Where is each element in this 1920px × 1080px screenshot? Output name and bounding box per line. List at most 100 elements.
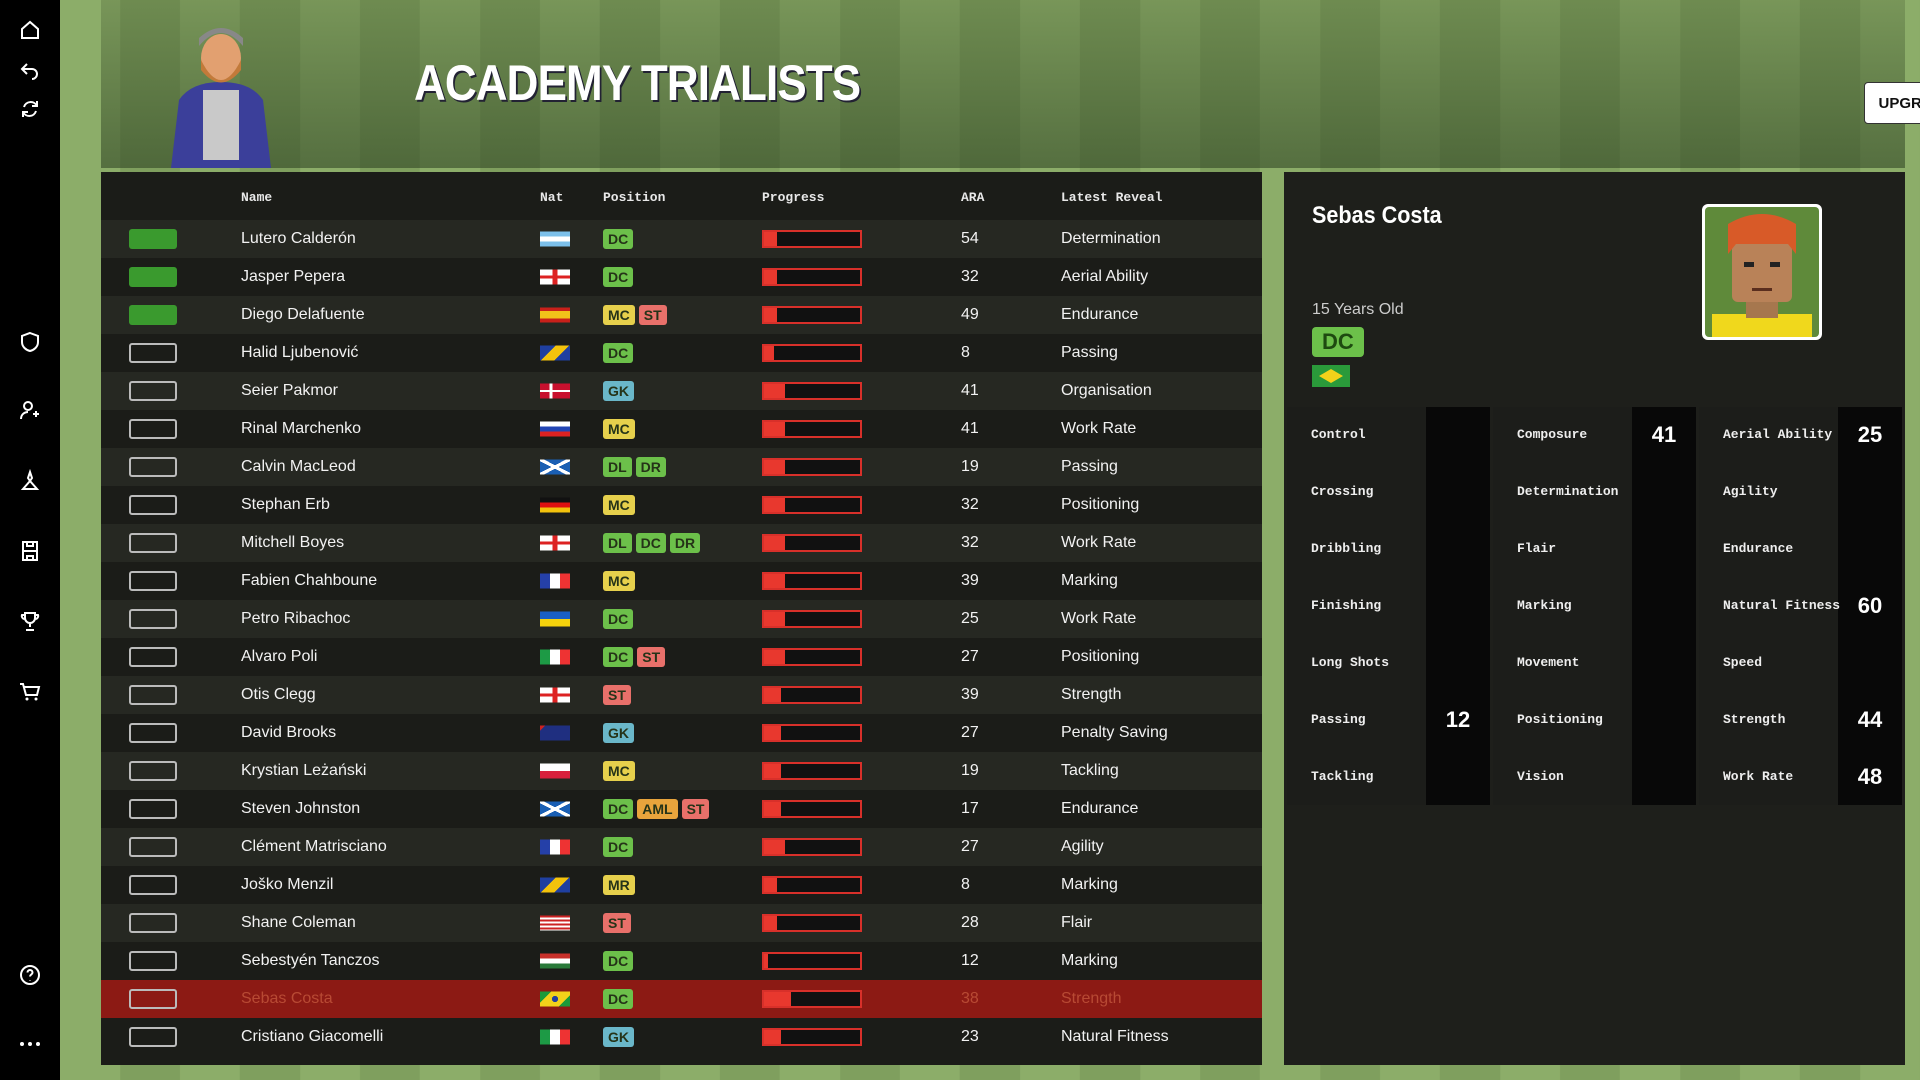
latest-reveal: Positioning [1061,496,1140,513]
ara-value: 8 [961,876,970,893]
academy-slot[interactable] [129,343,177,363]
attribute-label: Flair [1517,541,1557,556]
back-icon[interactable] [18,58,42,82]
ara-value: 39 [961,572,979,589]
academy-slot[interactable] [129,837,177,857]
trialist-row[interactable]: Krystian Leżański MC 19 Tackling [101,752,1262,790]
attribute-label: Finishing [1311,598,1382,613]
progress-bar [762,610,862,628]
club-icon[interactable] [18,330,42,354]
position-badge: DC [603,647,634,667]
graduate-icon[interactable] [129,229,177,249]
progress-bar [762,268,862,286]
attribute-label: Marking [1517,598,1572,613]
academy-slot[interactable] [129,1027,177,1047]
home-icon[interactable] [18,18,42,42]
academy-slot[interactable] [129,609,177,629]
progress-fill [764,232,778,246]
academy-slot[interactable] [129,761,177,781]
attribute-label: Natural Fitness [1723,598,1841,613]
academy-slot[interactable] [129,419,177,439]
trialist-row[interactable]: Clément Matrisciano DC 27 Agility [101,828,1262,866]
progress-bar [762,914,862,932]
help-icon[interactable] [18,963,42,987]
trophy-icon[interactable] [18,609,42,633]
trialist-row[interactable]: Cristiano Giacomelli GK 23 Natural Fitness [101,1018,1262,1056]
shop-icon[interactable] [18,680,42,704]
trialist-row[interactable]: Rinal Marchenko MC 41 Work Rate [101,410,1262,448]
positions: DC [603,951,637,971]
progress-bar [762,344,862,362]
trialist-row[interactable]: Fabien Chahboune MC 39 Marking [101,562,1262,600]
progress-bar [762,306,862,324]
attribute-label: Work Rate [1723,769,1794,784]
ara-value: 32 [961,496,979,513]
trialist-row[interactable]: Jasper Pepera DC 32 Aerial Ability [101,258,1262,296]
flag [540,459,570,475]
trialist-row[interactable]: Steven Johnston DC AML ST 17 Endurance [101,790,1262,828]
trialist-row[interactable]: Otis Clegg ST 39 Strength [101,676,1262,714]
ara-value: 38 [961,990,979,1007]
positions: DC [603,267,637,287]
attribute-label: Positioning [1517,712,1603,727]
trialist-row[interactable]: Shane Coleman ST 28 Flair [101,904,1262,942]
more-icon[interactable] [18,1032,42,1056]
progress-fill [764,688,782,702]
trialist-row[interactable]: Mitchell Boyes DL DC DR 32 Work Rate [101,524,1262,562]
positions: DC [603,229,637,249]
trialist-row[interactable]: Alvaro Poli DC ST 27 Positioning [101,638,1262,676]
position-badge: DL [603,533,632,553]
ara-value: 27 [961,724,979,741]
ara-value: 41 [961,382,979,399]
academy-slot[interactable] [129,381,177,401]
positions: DC [603,989,637,1009]
progress-fill [764,840,786,854]
latest-reveal: Endurance [1061,306,1139,323]
trialist-row[interactable]: Diego Delafuente MC ST 49 Endurance [101,296,1262,334]
progress-fill [764,384,786,398]
academy-slot[interactable] [129,647,177,667]
trialist-row[interactable]: Halid Ljubenović DC 8 Passing [101,334,1262,372]
academy-slot[interactable] [129,457,177,477]
latest-reveal: Penalty Saving [1061,724,1168,741]
progress-bar [762,496,862,514]
graduate-icon[interactable] [129,305,177,325]
trialist-row[interactable]: Sebestyén Tanczos DC 12 Marking [101,942,1262,980]
refresh-icon[interactable] [18,97,42,121]
tactics-icon[interactable] [18,539,42,563]
player-name: Fabien Chahboune [241,572,378,589]
academy-slot[interactable] [129,533,177,553]
academy-slot[interactable] [129,685,177,705]
academy-slot[interactable] [129,989,177,1009]
academy-slot[interactable] [129,913,177,933]
academy-slot[interactable] [129,571,177,591]
ara-value: 12 [961,952,979,969]
trialist-row[interactable]: Joško Menzil MR 8 Marking [101,866,1262,904]
progress-fill [764,270,778,284]
trialist-row[interactable]: Sebas Costa DC 38 Strength [101,980,1262,1018]
attribute-label: Determination [1517,484,1619,499]
graduate-icon[interactable] [129,267,177,287]
trialist-row[interactable]: David Brooks GK 27 Penalty Saving [101,714,1262,752]
academy-slot[interactable] [129,799,177,819]
flag [540,687,570,703]
position-badge: MC [603,419,635,439]
staff-icon[interactable] [18,398,42,422]
trialist-row[interactable]: Calvin MacLeod DL DR 19 Passing [101,448,1262,486]
player-name: Cristiano Giacomelli [241,1028,384,1045]
ara-value: 41 [961,420,979,437]
trialist-row[interactable]: Stephan Erb MC 32 Positioning [101,486,1262,524]
trialist-row[interactable]: Seier Pakmor GK 41 Organisation [101,372,1262,410]
column-header: Progress [762,190,825,205]
training-icon[interactable] [18,469,42,493]
player-detail: Sebas Costa 15 Years Old DC Control Cross… [1284,172,1905,1065]
academy-slot[interactable] [129,875,177,895]
upgrade-button[interactable]: UPGRADE [1864,82,1920,124]
ara-value: 19 [961,762,979,779]
academy-slot[interactable] [129,723,177,743]
academy-slot[interactable] [129,495,177,515]
latest-reveal: Agility [1061,838,1104,855]
academy-slot[interactable] [129,951,177,971]
trialist-row[interactable]: Lutero Calderón DC 54 Determination [101,220,1262,258]
trialist-row[interactable]: Petro Ribachoc DC 25 Work Rate [101,600,1262,638]
